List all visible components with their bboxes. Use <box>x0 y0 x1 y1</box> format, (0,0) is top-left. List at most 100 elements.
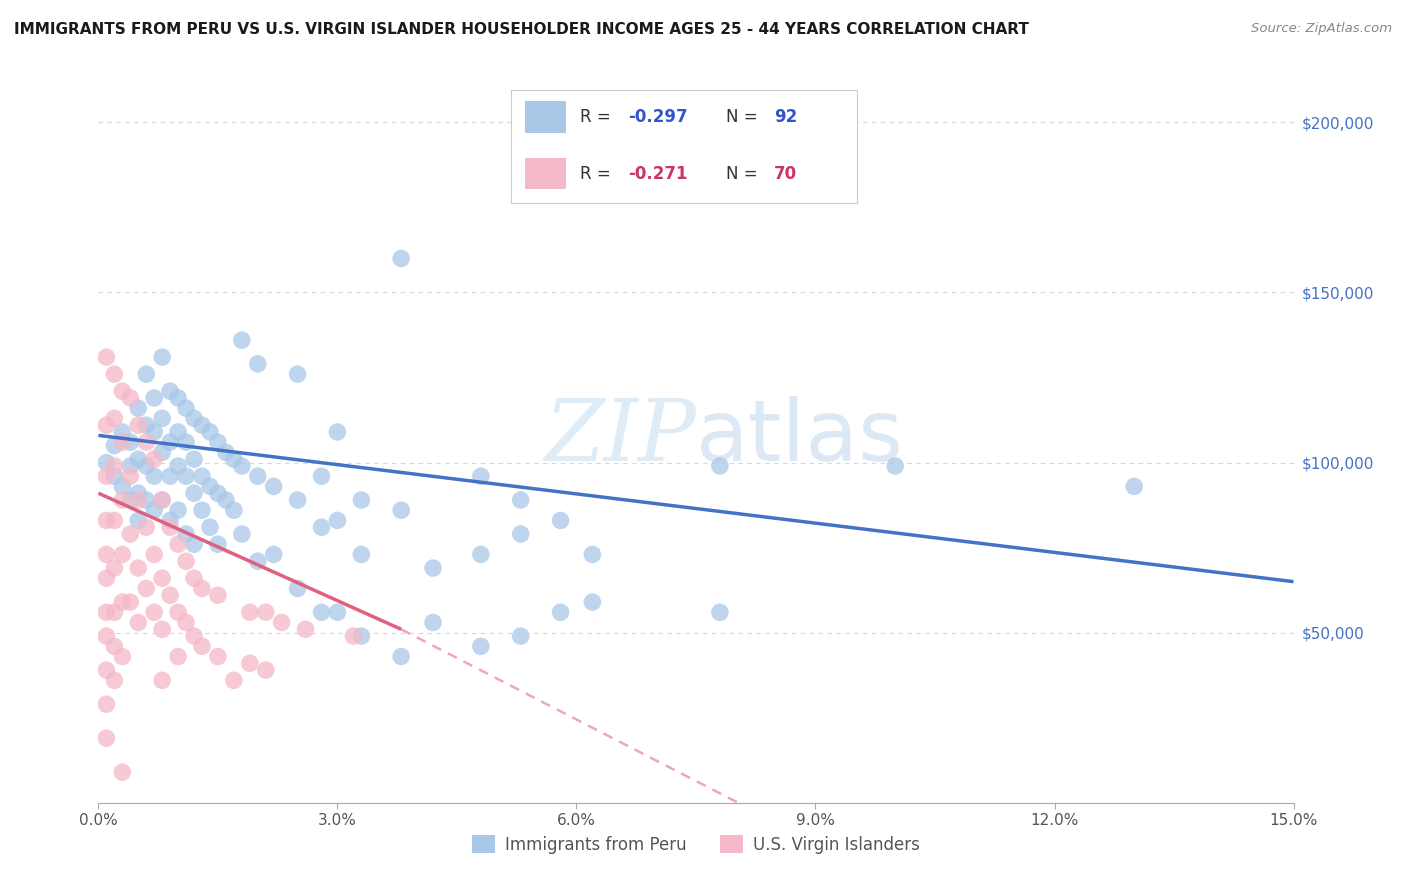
Point <box>207 537 229 551</box>
Point <box>127 486 149 500</box>
Point <box>127 452 149 467</box>
Point <box>96 731 118 746</box>
Point <box>183 629 205 643</box>
Point <box>294 622 316 636</box>
Point <box>709 458 731 473</box>
Point <box>120 391 142 405</box>
Point <box>270 615 292 630</box>
Point <box>135 458 157 473</box>
Point <box>550 513 572 527</box>
Point <box>884 458 907 473</box>
Point <box>174 554 197 568</box>
Point <box>167 503 190 517</box>
Point <box>143 391 166 405</box>
Point <box>127 561 149 575</box>
Point <box>231 333 253 347</box>
Point <box>143 503 166 517</box>
Point <box>389 252 412 266</box>
Point <box>143 548 166 562</box>
Point <box>191 469 214 483</box>
Point <box>207 649 229 664</box>
Point <box>191 503 214 517</box>
Point <box>111 595 134 609</box>
Point <box>135 493 157 508</box>
Point <box>222 673 245 688</box>
Point <box>111 493 134 508</box>
Point <box>207 588 229 602</box>
Point <box>222 503 245 517</box>
Point <box>183 537 205 551</box>
Point <box>215 445 238 459</box>
Point <box>174 435 197 450</box>
Point <box>311 469 333 483</box>
Point <box>581 548 603 562</box>
Point <box>127 401 149 416</box>
Point <box>422 615 444 630</box>
Point <box>111 479 134 493</box>
Point <box>263 479 285 493</box>
Point <box>167 458 190 473</box>
Point <box>470 640 492 654</box>
Point <box>183 571 205 585</box>
Point <box>254 663 277 677</box>
Point <box>159 384 181 399</box>
Point <box>326 513 349 527</box>
Point <box>159 520 181 534</box>
Point <box>135 418 157 433</box>
Point <box>191 582 214 596</box>
Point <box>135 367 157 381</box>
Point <box>127 513 149 527</box>
Point <box>191 640 214 654</box>
Point <box>326 605 349 619</box>
Point <box>150 673 173 688</box>
Point <box>96 513 118 527</box>
Point <box>96 629 118 643</box>
Point <box>111 765 134 780</box>
Point <box>246 357 269 371</box>
Point <box>120 595 142 609</box>
Point <box>150 350 173 364</box>
Point <box>150 493 173 508</box>
Point <box>96 548 118 562</box>
Point <box>550 605 572 619</box>
Point <box>111 384 134 399</box>
Point <box>183 411 205 425</box>
Point <box>111 425 134 439</box>
Point <box>287 367 309 381</box>
Point <box>103 458 125 473</box>
Point <box>127 615 149 630</box>
Point <box>167 425 190 439</box>
Point <box>159 513 181 527</box>
Point <box>342 629 364 643</box>
Point <box>103 513 125 527</box>
Point <box>326 425 349 439</box>
Point <box>581 595 603 609</box>
Point <box>239 657 262 671</box>
Point <box>120 493 142 508</box>
Point <box>167 649 190 664</box>
Point <box>246 554 269 568</box>
Point <box>287 493 309 508</box>
Point <box>709 605 731 619</box>
Point <box>111 649 134 664</box>
Point <box>159 435 181 450</box>
Point <box>231 458 253 473</box>
Point <box>143 469 166 483</box>
Point <box>96 350 118 364</box>
Point <box>350 548 373 562</box>
Point <box>191 418 214 433</box>
Point <box>389 503 412 517</box>
Point <box>96 418 118 433</box>
Point <box>174 401 197 416</box>
Point <box>96 469 118 483</box>
Point <box>389 649 412 664</box>
Point <box>509 629 531 643</box>
Point <box>470 548 492 562</box>
Point <box>422 561 444 575</box>
Point <box>103 439 125 453</box>
Point <box>222 452 245 467</box>
Point <box>470 469 492 483</box>
Point <box>103 469 125 483</box>
Point <box>198 425 221 439</box>
Point <box>143 425 166 439</box>
